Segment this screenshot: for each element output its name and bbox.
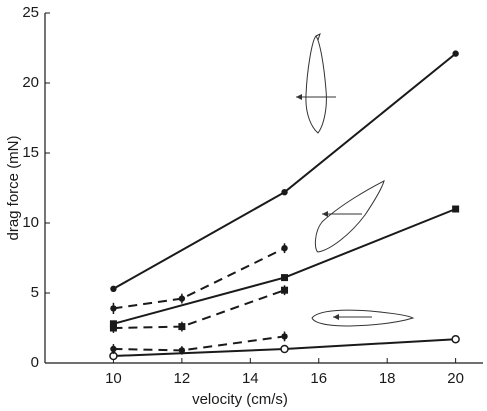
arrow-head <box>296 94 302 100</box>
series-line <box>113 247 285 310</box>
series-line <box>113 208 456 325</box>
y-tick-label: 10 <box>22 214 39 231</box>
series-line <box>112 52 457 290</box>
marker <box>110 305 117 312</box>
marker <box>281 189 288 196</box>
marker <box>109 324 117 332</box>
x-tick-label: 14 <box>242 370 259 387</box>
fish-illustrations <box>296 33 415 327</box>
marker <box>110 345 117 353</box>
x-tick-label: 18 <box>379 370 396 387</box>
marker <box>281 333 288 340</box>
marker <box>178 347 186 354</box>
marker <box>451 334 460 344</box>
x-axis-label: velocity (cm/s) <box>192 391 288 408</box>
x-tick-label: 10 <box>105 370 122 387</box>
marker <box>281 274 289 282</box>
series-line <box>113 335 285 352</box>
x-tick-label: 12 <box>174 370 191 387</box>
marker <box>452 50 459 57</box>
series-line <box>113 289 285 329</box>
marker <box>281 245 288 252</box>
fish-top-tail <box>315 33 321 41</box>
fish-top <box>305 35 327 134</box>
marker <box>280 344 289 354</box>
arrow-head <box>333 314 339 320</box>
y-tick-label: 20 <box>22 74 39 91</box>
y-tick-label: 0 <box>31 354 39 371</box>
y-tick-label: 25 <box>22 4 39 21</box>
arrow-head <box>322 211 328 217</box>
marker <box>281 286 289 294</box>
y-tick-label: 15 <box>22 144 39 161</box>
marker <box>178 323 186 331</box>
y-tick-label: 5 <box>31 284 39 301</box>
marker <box>452 205 460 213</box>
fish-middle <box>314 180 385 253</box>
x-tick-label: 16 <box>310 370 327 387</box>
fish-bottom <box>311 309 415 327</box>
y-axis-label: drag force (mN) <box>5 135 22 240</box>
x-tick-label: 20 <box>447 370 464 387</box>
marker <box>110 285 117 292</box>
marker <box>178 295 186 302</box>
